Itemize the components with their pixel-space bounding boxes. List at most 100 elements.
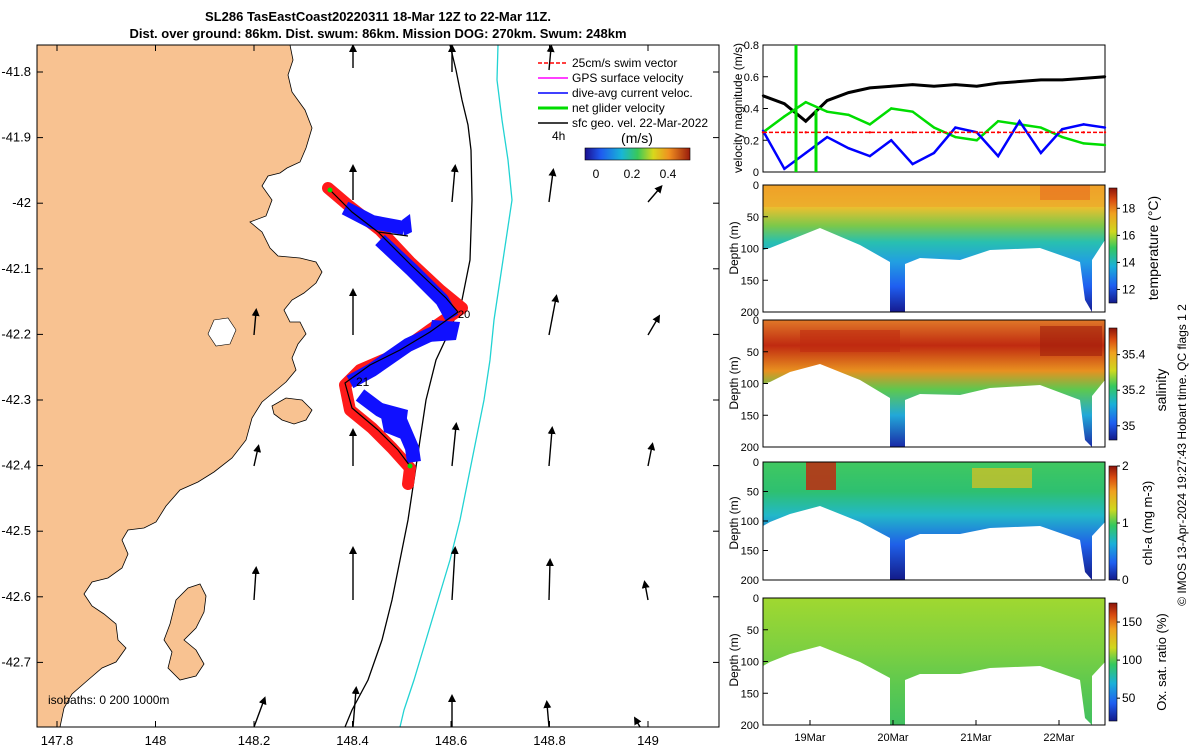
geo-arrow [251,566,260,601]
oxygen-y-axis: 0 50 100 150 200 [741,593,768,732]
velocity-point [890,131,893,134]
map-panel: 4h 21 20 147.8 148 148.2 148.4 148.6 148.8 149… [1,44,720,748]
salinity-high-band [1040,326,1102,356]
velocity-point [783,115,786,118]
legend-net-label: net glider velocity [572,101,665,115]
speed-colorbar-title: (m/s) [621,130,653,146]
credit-text: © IMOS 13-Apr-2024 19:27:43 Hobart time.… [1175,304,1189,606]
depth-tick-label: 200 [741,575,759,587]
velocity-point [804,100,807,104]
geo-arrow [647,442,656,467]
velocity-point [1018,80,1021,83]
geo-arrow [351,686,360,727]
velocity-point [825,110,829,113]
salinity-colorbar-label: salinity [1153,369,1169,412]
velocity-point [783,131,786,134]
velocity-series [761,75,1107,171]
velocity-point [1103,126,1107,129]
legend-current-label: dive-avg current veloc. [572,86,693,100]
colorbar-tick-label: 1 [1122,516,1129,530]
time-label-4h: 4h [552,129,565,143]
velocity-point [868,123,872,126]
depth-tick-label: 150 [741,546,759,558]
temperature-hot-patch [1040,185,1090,200]
temperature-panel: 0 50 100 150 200 Depth (m) 12 14 16 18 temperat… [727,180,1161,319]
map-x-axis: 147.8 148 148.2 148.4 148.6 148.8 149 [41,45,659,748]
chlorophyll-field [763,462,1105,580]
velocity-point [847,113,850,117]
salinity-panel: 0 50 100 150 200 Depth (m) 35 35.2 35.4 salini… [727,315,1169,454]
velocity-point [996,81,1000,85]
velocity-chart: 0 0.2 0.4 0.6 0.8 velocity magnitude (m/s) [731,40,1107,179]
glider-track-line [329,189,459,467]
map-x-tick-label: 148.6 [435,733,468,748]
velocity-point [932,131,936,134]
time-tick-label: 22Mar [1043,732,1075,744]
current-vectors-band [341,201,459,463]
depth-tick-label: 200 [741,307,759,319]
map-y-tick-label: -41.8 [1,64,31,79]
velocity-point [1103,131,1107,134]
velocity-point [954,126,957,129]
velocity-y-label: velocity magnitude (m/s) [731,43,745,173]
salinity-y-axis: 0 50 100 150 200 [741,315,768,454]
velocity-y-tick-label: 0 [753,167,759,179]
colorbar-tick-label: 16 [1122,228,1136,242]
map-frame [36,44,720,728]
colorbar-tick-label: 35.4 [1122,348,1146,362]
velocity-point [1061,135,1064,139]
land-maria-island [163,583,207,681]
colorbar-tick-label: 100 [1122,653,1142,667]
time-tick-label: 21Mar [960,732,992,744]
chlorophyll-panel: 0 50 100 150 200 Depth (m) 0 1 2 chl-a (mg m-3… [727,457,1155,587]
track-end-marker [407,463,413,469]
velocity-point [890,107,893,110]
velocity-point [868,131,872,134]
geo-arrow [634,716,642,727]
depth-tick-label: 100 [741,657,759,669]
velocity-point [1039,78,1043,82]
time-tick-label: 20Mar [877,732,909,744]
velocity-point [932,151,936,155]
colorbar-tick-label: 18 [1122,201,1136,215]
oxygen-y-label: Depth (m) [727,633,741,686]
velocity-point [1018,131,1021,134]
colorbar-tick-label: 50 [1122,691,1136,705]
isobath-1000m [399,45,513,727]
velocity-point [825,99,829,102]
geo-arrow [253,696,267,727]
map-x-tick-label: 148.2 [238,733,271,748]
velocity-point [847,131,850,134]
map-y-tick-label: -42.2 [1,326,31,341]
velocity-point [804,120,807,123]
oxygen-panel: 0 50 100 150 200 19Mar 20Mar 21Mar 22Mar Depth … [727,593,1169,744]
colorbar-tick-label: 35.2 [1122,383,1146,397]
salinity-y-label: Depth (m) [727,356,741,409]
velocity-point [954,131,957,134]
map-y-axis: -41.8 -41.9 -42 -42.1 -42.2 -42.3 -42.4 -42.5 -4… [1,64,719,669]
velocity-point [1061,131,1064,134]
temperature-colorbar-ticks: 12 14 16 18 [1117,201,1136,296]
velocity-point [1039,131,1043,134]
temperature-colorbar-label: temperature (°C) [1145,196,1161,300]
chlorophyll-bloom [806,462,836,490]
geo-arrow [547,426,556,467]
oxygen-colorbar-ticks: 50 100 150 [1117,615,1142,705]
depth-tick-label: 0 [753,457,759,469]
geo-arrow [451,422,460,467]
chlorophyll-bloom [972,468,1032,488]
velocity-point [825,135,829,139]
geo-arrow [251,308,260,336]
map-y-tick-label: -42.7 [1,654,31,669]
depth-tick-label: 200 [741,442,759,454]
map-y-tick-label: -42.4 [1,458,31,473]
map-y-tick-label: -42.3 [1,392,31,407]
geo-arrow [450,164,459,203]
geo-arrow [641,580,650,601]
velocity-point [804,151,807,155]
velocity-point [783,102,786,105]
time-tick-label: 19Mar [794,732,826,744]
velocity-point [868,86,872,90]
depth-tick-label: 0 [753,315,759,327]
velocity-point [911,131,914,134]
